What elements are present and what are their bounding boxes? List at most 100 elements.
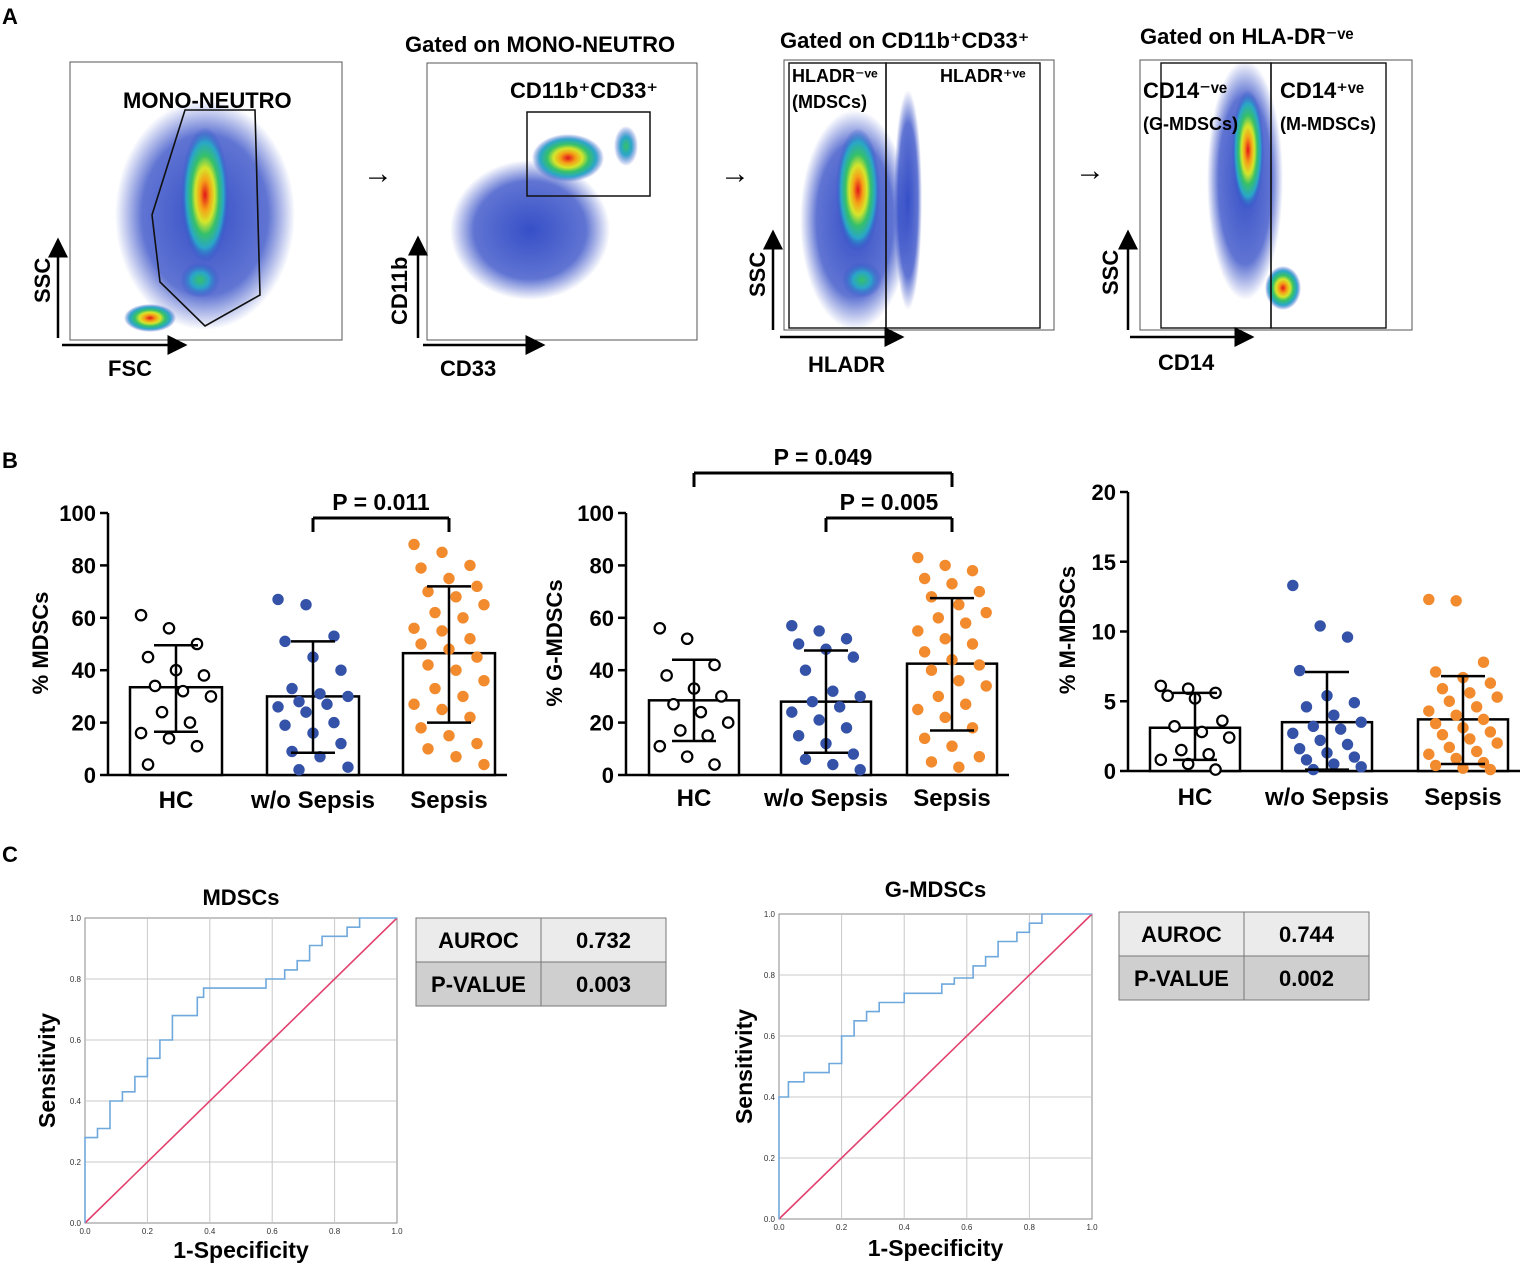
flow-plot-1-debris-population <box>124 304 176 332</box>
flow-plot-4-gate-right-sub: (M-MDSCs) <box>1280 114 1376 134</box>
data-point <box>471 737 483 750</box>
data-point <box>953 761 965 773</box>
stats-value-cell <box>540 917 667 963</box>
data-point <box>827 685 839 697</box>
data-point <box>1161 689 1174 702</box>
data-point <box>701 729 714 742</box>
data-point <box>708 658 721 672</box>
data-point <box>286 745 298 758</box>
x-tick-label: 1.0 <box>391 1227 403 1236</box>
y-tick-label: 10 <box>1092 620 1116 645</box>
data-point <box>1300 701 1313 713</box>
y-tick-label: 20 <box>1092 480 1116 505</box>
data-point <box>973 585 986 598</box>
data-point <box>176 684 190 698</box>
data-point <box>155 705 169 719</box>
stats-label: P-VALUE <box>431 972 526 997</box>
x-tick-label: HC <box>1178 784 1213 811</box>
y-tick-label: 0.2 <box>70 1158 82 1167</box>
x-tick-label: 1.0 <box>1086 1223 1098 1232</box>
data-point <box>1328 758 1340 770</box>
reference-diagonal <box>84 917 398 1224</box>
flow-plot-2: Gated on MONO-NEUTRO CD11b⁺CD33⁺ CD33 CD… <box>387 32 698 381</box>
x-tick-label: w/o Sepsis <box>763 785 888 812</box>
data-point <box>293 764 305 776</box>
data-point <box>653 621 667 635</box>
flow-plot-4: Gated on HLA-DR⁻ᵛᵉ CD14⁻ᵛᵉ (G-MDSCs) CD1… <box>1098 24 1413 375</box>
flow-plot-3-gate-right-label: HLADR⁺ᵛᵉ <box>940 66 1026 86</box>
y-tick-label: 0.4 <box>70 1097 82 1106</box>
x-axis-label: 1-Specificity <box>173 1237 309 1263</box>
flow-plot-1-mono-population <box>180 262 220 298</box>
stats-label: P-VALUE <box>1134 966 1229 991</box>
data-point <box>1209 763 1222 776</box>
data-point <box>478 674 490 687</box>
y-tick-label: 0.4 <box>764 1093 776 1102</box>
flow-plot-4-gate-left-label: CD14⁻ᵛᵉ <box>1143 78 1227 103</box>
y-tick-label: 15 <box>1092 550 1116 575</box>
stats-value: 0.003 <box>576 972 631 997</box>
data-point <box>415 722 427 734</box>
y-tick-label: 20 <box>72 711 96 736</box>
data-point <box>1154 753 1168 767</box>
flow-plot-4-gate-right-label: CD14⁺ᵛᵉ <box>1280 78 1364 103</box>
data-point <box>833 701 846 713</box>
stats-value: 0.744 <box>1279 922 1335 947</box>
data-point <box>840 633 853 645</box>
data-point <box>715 690 728 703</box>
data-point <box>443 572 455 585</box>
data-point <box>1334 723 1347 735</box>
data-point <box>854 690 866 703</box>
data-point <box>415 638 427 650</box>
data-point <box>1355 716 1367 728</box>
data-point <box>286 682 298 695</box>
flow-plot-4-m-mdsc-population <box>1265 266 1301 310</box>
data-point <box>912 551 924 564</box>
data-point <box>408 538 420 551</box>
flow-plot-4-gate-left-sub: (G-MDSCs) <box>1143 114 1238 134</box>
data-point <box>918 646 931 658</box>
data-point <box>1423 748 1435 760</box>
flow-plot-4-g-mdsc-population <box>1232 90 1264 210</box>
data-point <box>1464 687 1476 699</box>
data-point <box>1436 682 1449 695</box>
data-point <box>300 706 312 718</box>
flow-plot-1-frame <box>69 61 343 341</box>
x-tick-label: 0.4 <box>204 1227 216 1236</box>
y-tick-label: 0.2 <box>764 1154 776 1163</box>
stats-value: 0.732 <box>576 928 631 953</box>
data-point <box>694 705 708 719</box>
x-tick-label: 0.0 <box>79 1227 91 1236</box>
data-point <box>134 726 148 740</box>
data-point <box>1307 720 1320 733</box>
data-point <box>1477 713 1490 726</box>
flow-plot-3-gate-left-sub: (MDSCs) <box>792 92 867 112</box>
data-point <box>1429 717 1442 730</box>
y-axis-label: Sensitivity <box>34 1013 60 1128</box>
data-point <box>321 698 333 710</box>
y-tick-label: 0 <box>602 763 614 788</box>
y-tick-label: 100 <box>577 501 614 526</box>
stats-value-cell <box>1243 955 1370 1001</box>
roc-curve <box>778 913 1092 1219</box>
stats-value-cell <box>540 961 667 1007</box>
data-point <box>1436 729 1449 741</box>
x-tick-label: 0.2 <box>142 1227 154 1236</box>
data-point <box>1355 761 1367 773</box>
data-point <box>1470 745 1483 758</box>
data-point <box>827 758 839 771</box>
data-point <box>450 664 462 676</box>
data-point <box>912 703 924 716</box>
flow-plot-3-hladr-neg-population <box>836 128 880 252</box>
data-point <box>279 719 291 731</box>
stats-label-cell <box>1118 911 1245 957</box>
y-tick-label: 40 <box>590 658 614 683</box>
data-point <box>680 632 694 646</box>
data-point <box>1341 738 1354 751</box>
y-tick-label: 100 <box>59 501 96 526</box>
data-point <box>429 682 441 695</box>
flow-plot-3-y-label: SSC <box>745 252 770 297</box>
panel-label-a: A <box>2 4 18 29</box>
data-point <box>925 664 938 676</box>
